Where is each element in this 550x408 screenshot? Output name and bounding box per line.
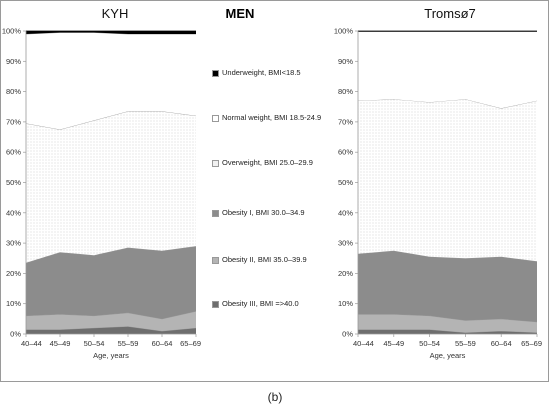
legend-label: Obesity II, BMI 35.0–39.9 (222, 255, 307, 264)
x-tick-label: 50–54 (419, 339, 440, 348)
area-series (26, 31, 196, 34)
men-title: MEN (225, 6, 255, 21)
y-tick-label: 50% (338, 178, 353, 187)
area-series (26, 311, 196, 331)
y-tick-label: 60% (6, 148, 21, 157)
legend-label: Obesity III, BMI =>40.0 (222, 299, 299, 308)
chart-title-tromso: Tromsø7 (424, 6, 476, 21)
area-series (358, 31, 537, 109)
area-series (26, 32, 196, 130)
x-tick-label: 45–49 (50, 339, 71, 348)
y-tick-label: 100% (2, 27, 22, 36)
legend-swatch (212, 257, 219, 264)
y-tick-label: 90% (6, 57, 21, 66)
y-tick-label: 90% (338, 57, 353, 66)
x-tick-label: 55–59 (455, 339, 476, 348)
figure-caption: (b) (267, 390, 283, 404)
y-tick-label: 100% (334, 27, 354, 36)
figure-frame (0, 0, 549, 382)
y-tick-label: 80% (338, 87, 353, 96)
chart-tromso: 0% 10% 20% 30% 40% 50% 60% 70% 80% 90% 100% 40–44 45… (334, 27, 542, 361)
area-series (358, 329, 537, 334)
chart-kyh: 0% 10% 20% 30% 40% 50% 60% 70% 80% 90% 100% 40–44 45… (2, 27, 201, 361)
area-series (358, 314, 537, 333)
x-tick-label: 65–69 (180, 339, 201, 348)
x-axis-label: Age, years (430, 351, 466, 360)
legend-swatch (212, 210, 219, 217)
x-tick-label: 40–44 (353, 339, 374, 348)
y-tick-label: 0% (10, 330, 21, 339)
y-tick-label: 20% (338, 269, 353, 278)
x-axis-label: Age, years (93, 351, 129, 360)
legend-swatch (212, 160, 219, 167)
y-tick-label: 40% (6, 208, 21, 217)
legend-swatch (212, 115, 219, 122)
y-tick-label: 20% (6, 269, 21, 278)
y-tick-label: 50% (6, 178, 21, 187)
legend-label: Overweight, BMI 25.0–29.9 (222, 158, 313, 167)
y-tick-label: 10% (338, 299, 353, 308)
area-series (26, 246, 196, 319)
x-tick-label: 40–44 (21, 339, 42, 348)
x-tick-label: 55–59 (118, 339, 139, 348)
legend-label: Underweight, BMI<18.5 (222, 68, 301, 77)
area-series (358, 99, 537, 262)
legend-swatch (212, 301, 219, 308)
y-tick-label: 40% (338, 208, 353, 217)
y-tick-label: 60% (338, 148, 353, 157)
y-tick-label: 70% (338, 117, 353, 126)
x-tick-label: 50–54 (84, 339, 105, 348)
x-tick-label: 65–69 (521, 339, 542, 348)
chart-title-kyh: KYH (101, 6, 129, 21)
area-series (26, 111, 196, 263)
y-tick-label: 10% (6, 299, 21, 308)
area-series (26, 326, 196, 334)
x-tick-label: 45–49 (383, 339, 404, 348)
x-tick-label: 60–64 (491, 339, 512, 348)
y-tick-label: 80% (6, 87, 21, 96)
x-tick-label: 60–64 (152, 339, 173, 348)
y-tick-label: 30% (338, 239, 353, 248)
y-tick-label: 30% (6, 239, 21, 248)
legend-label: Normal weight, BMI 18.5-24.9 (222, 113, 322, 122)
legend-label: Obesity I, BMI 30.0–34.9 (222, 208, 305, 217)
legend-swatch (212, 70, 219, 77)
y-tick-label: 70% (6, 117, 21, 126)
y-tick-label: 0% (342, 330, 353, 339)
area-series (358, 250, 537, 322)
